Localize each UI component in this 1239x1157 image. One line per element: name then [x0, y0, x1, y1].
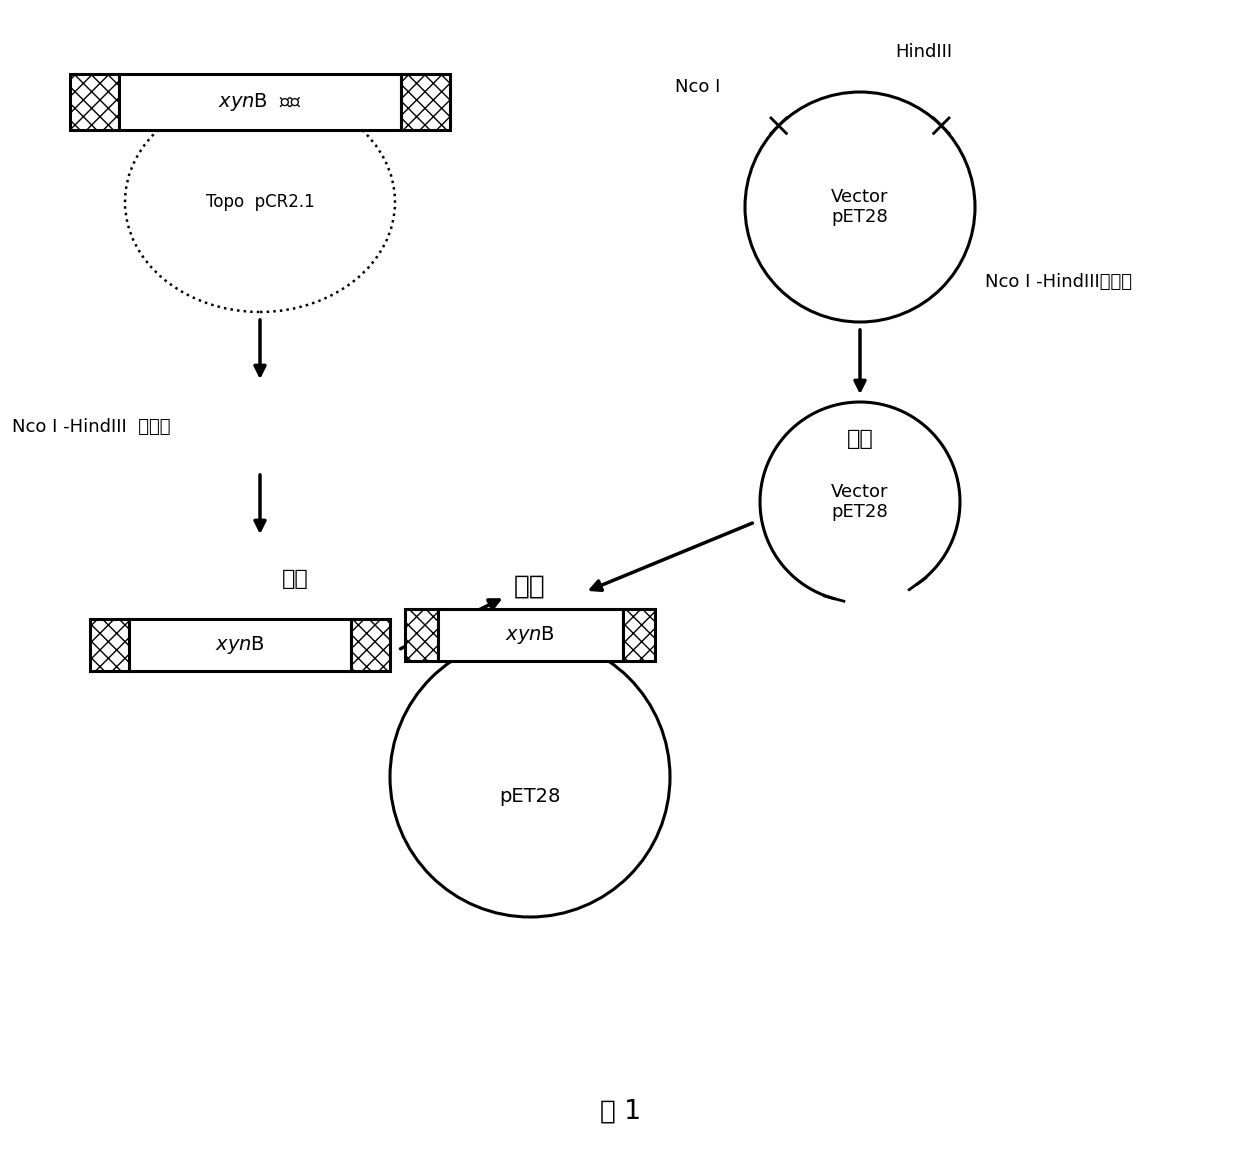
Text: Vector
pET28: Vector pET28 — [831, 482, 888, 522]
Text: Nco Ⅰ: Nco Ⅰ — [675, 78, 720, 96]
Text: 提纯: 提纯 — [846, 429, 873, 449]
Bar — [437, 609, 622, 661]
Text: $\mathit{xyn}$B: $\mathit{xyn}$B — [506, 624, 555, 646]
Text: 连接: 连接 — [514, 574, 546, 600]
Text: 图 1: 图 1 — [600, 1099, 641, 1125]
Circle shape — [390, 638, 670, 918]
Bar — [405, 609, 437, 661]
Bar — [69, 74, 119, 130]
Text: $\mathit{xyn}$B  片段: $\mathit{xyn}$B 片段 — [218, 91, 302, 113]
Ellipse shape — [125, 93, 395, 312]
Bar — [129, 619, 351, 671]
Text: pET28: pET28 — [499, 788, 561, 806]
Circle shape — [745, 93, 975, 322]
Bar — [119, 74, 400, 130]
Text: Nco Ⅰ -HindIII  双酪切: Nco Ⅰ -HindIII 双酪切 — [12, 418, 171, 436]
Bar — [400, 74, 450, 130]
Bar — [351, 619, 390, 671]
Text: Topo  pCR2.1: Topo pCR2.1 — [206, 193, 315, 211]
Text: 提纯: 提纯 — [281, 569, 309, 589]
Text: Nco Ⅰ -HindIII双酪切: Nco Ⅰ -HindIII双酪切 — [985, 273, 1132, 292]
Bar — [90, 619, 129, 671]
Text: $\mathit{xyn}$B: $\mathit{xyn}$B — [216, 634, 265, 656]
Text: Vector
pET28: Vector pET28 — [831, 187, 888, 227]
Text: HindIII: HindIII — [895, 43, 952, 61]
Bar — [622, 609, 655, 661]
